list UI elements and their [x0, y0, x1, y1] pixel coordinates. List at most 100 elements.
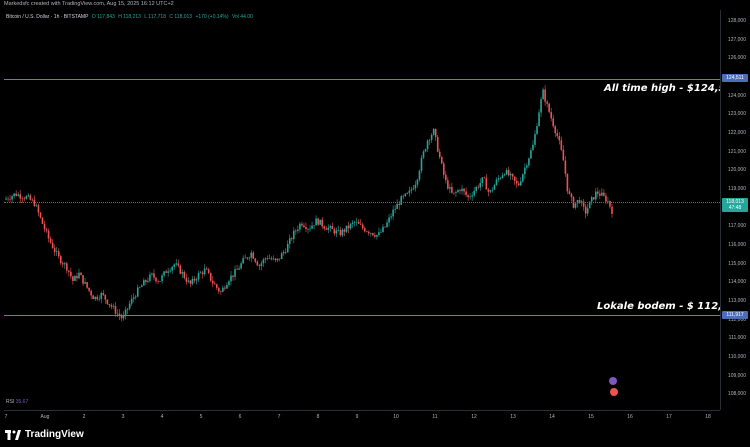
- candle-body: [323, 226, 326, 229]
- time-tick: 11: [432, 414, 438, 420]
- bottom-annotation[interactable]: Lokale bodem - $ 112,000: [597, 301, 743, 312]
- candle-body: [503, 174, 506, 176]
- time-axis[interactable]: 7 Aug 2 3 4 5 6 7 8 9 10 11 12 13 14 15 16 17 18: [4, 410, 720, 425]
- candle-body: [363, 228, 366, 232]
- candle-body: [39, 212, 42, 218]
- candle-body: [159, 281, 161, 282]
- tradingview-logo[interactable]: TradingView: [5, 429, 84, 440]
- candle-body: [270, 258, 273, 260]
- price-tick: 113,000: [728, 298, 746, 305]
- candle-body: [199, 272, 202, 274]
- time-tick: 15: [588, 414, 594, 420]
- chart-area[interactable]: [4, 10, 720, 410]
- candle-body: [438, 151, 441, 157]
- candle-body: [469, 196, 471, 198]
- rsi-label: RSI: [6, 399, 15, 405]
- candle-body: [382, 226, 384, 232]
- price-tick: 120,000: [727, 167, 746, 174]
- candle-body: [284, 252, 287, 253]
- candle-body: [250, 252, 253, 258]
- candle-body: [526, 165, 528, 168]
- rsi-legend[interactable]: RSI 35.67: [6, 399, 28, 405]
- time-tick: 2: [82, 414, 86, 420]
- candle-body: [203, 268, 206, 275]
- candle-body: [260, 263, 263, 267]
- bottom-level-line[interactable]: [4, 315, 720, 316]
- candle-body: [609, 200, 611, 207]
- earnings-icon[interactable]: [610, 388, 618, 396]
- candle-body: [256, 261, 259, 266]
- candle-body: [100, 293, 103, 299]
- current-price-line: [4, 202, 720, 203]
- candle-body: [370, 233, 372, 234]
- candle-body: [414, 184, 417, 189]
- candle-body: [564, 160, 567, 174]
- time-tick: 17: [666, 414, 672, 420]
- ath-annotation[interactable]: All time high - $124,500: [604, 83, 740, 94]
- candle-body: [193, 278, 196, 281]
- candle-body: [394, 208, 396, 210]
- candle-body: [53, 248, 56, 252]
- candle-body: [59, 256, 62, 264]
- credit-line: Markedsfc created with TradingView.com, …: [4, 1, 174, 7]
- candle-body: [238, 268, 240, 270]
- candle-body: [68, 270, 70, 272]
- candle-body: [436, 136, 439, 152]
- time-tick: 9: [355, 414, 359, 420]
- candle-body: [432, 128, 435, 135]
- candle-body: [169, 270, 171, 272]
- candle-body: [51, 242, 54, 249]
- candle-body: [418, 170, 421, 180]
- candle-body: [420, 157, 423, 171]
- candle-body: [321, 219, 323, 227]
- price-tick: 110,000: [728, 354, 746, 361]
- candle-body: [603, 192, 605, 196]
- price-tick: 126,000: [727, 55, 746, 62]
- candle-body: [445, 174, 447, 181]
- candle-body: [92, 295, 94, 300]
- candle-body: [211, 280, 214, 284]
- candle-body: [120, 315, 123, 319]
- ath-level-line[interactable]: [4, 79, 720, 80]
- time-tick: 3: [121, 414, 125, 420]
- candle-body: [5, 198, 7, 200]
- candle-body: [138, 287, 141, 288]
- candle-body: [428, 139, 431, 141]
- price-tick: 114,000: [728, 279, 746, 286]
- candle-body: [86, 282, 88, 288]
- candle-body: [412, 188, 415, 190]
- symbol-legend[interactable]: Bitcoin / U.S. Dollar · 1h · BITSTAMP O …: [6, 14, 255, 20]
- candle-body: [82, 275, 84, 284]
- candle-body: [574, 203, 577, 208]
- candle-body: [114, 306, 117, 314]
- candle-body: [224, 287, 226, 289]
- price-axis[interactable]: 128,000127,000126,000125,000124,000123,0…: [720, 10, 750, 410]
- candle-body: [396, 203, 398, 209]
- event-flag-icon[interactable]: [609, 377, 617, 385]
- candle-body: [236, 269, 238, 270]
- candle-body: [242, 258, 244, 264]
- candle-body: [538, 112, 540, 127]
- candle-body: [72, 276, 74, 281]
- candle-body: [449, 187, 451, 189]
- candle-body: [319, 219, 321, 225]
- candle-body: [578, 200, 581, 203]
- top-bar: Markedsfc created with TradingView.com, …: [0, 0, 750, 10]
- candle-body: [368, 231, 370, 234]
- candle-body: [181, 271, 184, 274]
- candle-body: [422, 151, 425, 158]
- candles-layer: [5, 85, 613, 322]
- candle-body: [353, 222, 356, 223]
- candle-body: [244, 257, 246, 259]
- candle-body: [471, 195, 473, 197]
- candle-body: [288, 238, 291, 244]
- price-tick: 111,000: [728, 335, 746, 342]
- candle-body: [491, 189, 494, 191]
- price-tick: 128,000: [727, 18, 746, 24]
- candle-body: [112, 306, 115, 307]
- candle-body: [41, 217, 44, 224]
- candle-body: [365, 231, 368, 232]
- candle-body: [23, 198, 26, 200]
- candle-body: [590, 197, 593, 202]
- candle-body: [400, 196, 403, 205]
